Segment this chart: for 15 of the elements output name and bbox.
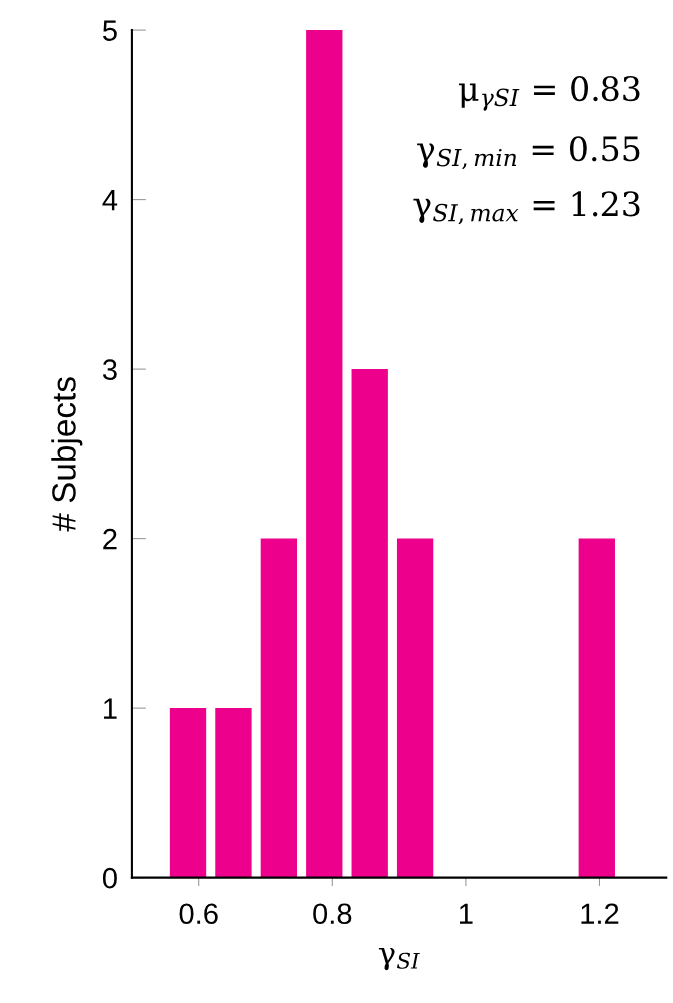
- x-tick-label: 1: [460, 903, 473, 924]
- y-tick-label: 1: [104, 698, 117, 719]
- y-tick-label: 5: [102, 20, 117, 41]
- x-tick-label: 0.8: [313, 903, 352, 925]
- y-tick-label: 4: [102, 190, 118, 211]
- y-tick-label: 0: [102, 867, 117, 889]
- x-tick-label: 0.6: [179, 903, 218, 925]
- annotation: γ$_{SI,max}$ = 1.23: [413, 191, 640, 225]
- y-tick-label: 3: [102, 359, 117, 380]
- x-axis-title: γ$_{SI}$: [378, 947, 420, 971]
- annotation: μ$_{γSI}$ = 0.83: [459, 75, 640, 111]
- x-tick-label: 1.2: [581, 903, 619, 924]
- y-axis-title: # Subjects: [51, 377, 83, 532]
- y-tick-label: 2: [103, 528, 117, 550]
- annotation: γ$_{SI,min}$ = 0.55: [417, 136, 640, 170]
